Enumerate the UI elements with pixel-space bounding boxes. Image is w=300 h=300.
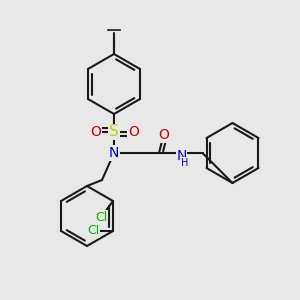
Text: N: N bbox=[109, 146, 119, 160]
Text: N: N bbox=[176, 149, 187, 163]
Text: Cl: Cl bbox=[87, 224, 100, 238]
Text: Cl: Cl bbox=[95, 211, 107, 224]
Text: H: H bbox=[182, 158, 189, 168]
Text: S: S bbox=[109, 124, 119, 140]
Text: O: O bbox=[128, 125, 139, 139]
Text: O: O bbox=[91, 125, 101, 139]
Text: O: O bbox=[158, 128, 169, 142]
